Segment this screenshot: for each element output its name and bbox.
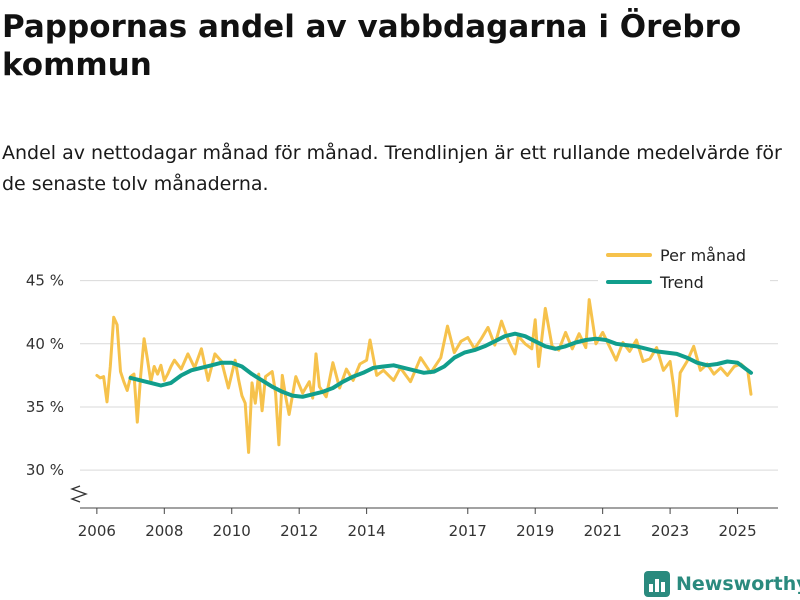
- newsworthy-logo-icon: [644, 571, 670, 597]
- legend-label-per-manad: Per månad: [660, 246, 746, 265]
- legend-label-trend: Trend: [659, 273, 704, 292]
- y-tick-label: 30 %: [26, 461, 64, 479]
- y-tick-label: 35 %: [26, 398, 64, 416]
- y-tick-label: 40 %: [26, 335, 64, 353]
- chart-title: Pappornas andel av vabbdagarna i Örebro …: [2, 9, 742, 83]
- x-tick-label: 2019: [516, 522, 554, 540]
- x-tick-label: 2008: [145, 522, 183, 540]
- x-tick-label: 2006: [78, 522, 116, 540]
- x-tick-label: 2021: [584, 522, 622, 540]
- series-lines: [95, 298, 753, 454]
- x-tick-label: 2014: [348, 522, 386, 540]
- x-tick-label: 2023: [651, 522, 689, 540]
- x-tick-label: 2025: [718, 522, 756, 540]
- legend: Per månad Trend: [598, 242, 770, 292]
- series-line-trend: [128, 331, 753, 399]
- series-line-per-manad: [95, 298, 753, 454]
- x-tick-label: 2012: [280, 522, 318, 540]
- newsworthy-brand: Newsworthy: [644, 568, 800, 600]
- chart-subtitle: Andel av nettodagar månad för månad. Tre…: [2, 142, 782, 195]
- x-tick-label: 2010: [213, 522, 251, 540]
- brand-name: Newsworthy: [676, 573, 800, 595]
- axes: 30 % 35 % 40 % 45 % 2006 2008 2010 2012 2014 2017…: [26, 272, 778, 540]
- axis-break-marker: [70, 485, 88, 503]
- y-tick-label: 45 %: [26, 272, 64, 290]
- x-tick-label: 2017: [449, 522, 487, 540]
